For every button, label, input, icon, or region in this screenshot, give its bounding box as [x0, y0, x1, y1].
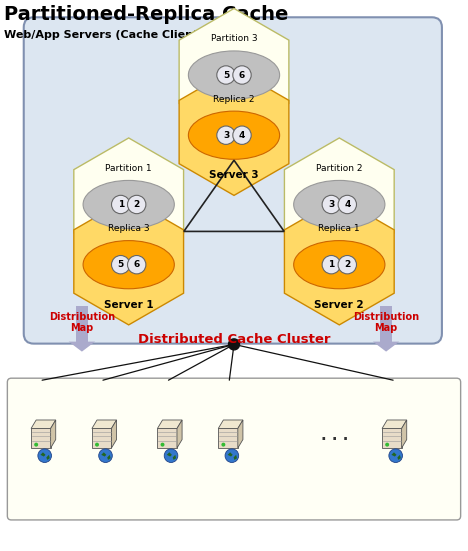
Polygon shape [40, 452, 45, 457]
Polygon shape [179, 8, 289, 135]
Text: Replica 3: Replica 3 [108, 224, 149, 233]
Text: Distribution
Map: Distribution Map [49, 312, 115, 333]
Polygon shape [157, 420, 182, 429]
Polygon shape [218, 420, 243, 429]
Ellipse shape [83, 241, 174, 289]
Text: Replica 1: Replica 1 [319, 224, 360, 233]
Polygon shape [373, 342, 399, 352]
Text: 4: 4 [344, 200, 351, 209]
Circle shape [35, 444, 37, 446]
Circle shape [322, 256, 341, 274]
Polygon shape [218, 429, 238, 448]
Text: Partition 3: Partition 3 [211, 34, 257, 44]
Ellipse shape [294, 180, 385, 229]
Polygon shape [227, 452, 233, 457]
Text: Partitioned-Replica Cache: Partitioned-Replica Cache [4, 5, 288, 24]
Polygon shape [173, 455, 176, 460]
FancyBboxPatch shape [24, 17, 442, 344]
Circle shape [322, 195, 341, 214]
Polygon shape [107, 455, 110, 460]
Circle shape [228, 339, 240, 350]
Polygon shape [391, 452, 396, 457]
Circle shape [338, 256, 357, 274]
Circle shape [225, 449, 239, 462]
Ellipse shape [189, 51, 279, 99]
Text: 5: 5 [117, 260, 124, 269]
Polygon shape [92, 420, 117, 429]
Polygon shape [397, 455, 401, 460]
Polygon shape [382, 429, 402, 448]
Polygon shape [74, 138, 183, 264]
Text: 3: 3 [223, 131, 229, 140]
FancyBboxPatch shape [7, 378, 461, 520]
Circle shape [127, 195, 146, 214]
Text: Server 1: Server 1 [104, 300, 154, 310]
Circle shape [233, 66, 251, 84]
Text: 1: 1 [328, 260, 335, 269]
Polygon shape [51, 420, 56, 448]
Polygon shape [92, 429, 111, 448]
Text: 6: 6 [133, 260, 140, 269]
Ellipse shape [189, 111, 279, 159]
Circle shape [164, 449, 178, 462]
Circle shape [111, 195, 130, 214]
Text: 2: 2 [133, 200, 140, 209]
Circle shape [96, 444, 98, 446]
Text: 2: 2 [344, 260, 351, 269]
Ellipse shape [294, 241, 385, 289]
Polygon shape [31, 429, 51, 448]
Polygon shape [74, 198, 183, 325]
Text: . . .: . . . [321, 428, 348, 443]
Polygon shape [179, 69, 289, 196]
Text: 4: 4 [239, 131, 245, 140]
Polygon shape [402, 420, 407, 448]
FancyBboxPatch shape [380, 306, 392, 342]
Polygon shape [69, 342, 95, 352]
Text: 6: 6 [239, 71, 245, 79]
Text: Distributed Cache Cluster: Distributed Cache Cluster [138, 333, 330, 347]
Circle shape [389, 449, 402, 462]
Polygon shape [234, 455, 237, 460]
Circle shape [217, 126, 235, 144]
Ellipse shape [83, 180, 174, 229]
Polygon shape [177, 420, 182, 448]
Circle shape [38, 449, 51, 462]
Text: Server 2: Server 2 [314, 300, 364, 310]
Text: Partition 1: Partition 1 [105, 164, 152, 173]
Text: Server 3: Server 3 [209, 170, 259, 180]
Circle shape [386, 444, 388, 446]
Polygon shape [111, 420, 117, 448]
Circle shape [111, 256, 130, 274]
Polygon shape [238, 420, 243, 448]
Text: Replica 2: Replica 2 [213, 95, 255, 104]
Polygon shape [101, 452, 106, 457]
Circle shape [217, 66, 235, 84]
Circle shape [127, 256, 146, 274]
Circle shape [99, 449, 112, 462]
Circle shape [338, 195, 357, 214]
Polygon shape [382, 420, 407, 429]
Text: 5: 5 [223, 71, 229, 79]
Circle shape [222, 444, 225, 446]
Circle shape [161, 444, 164, 446]
Polygon shape [285, 138, 394, 264]
Text: Web/App Servers (Cache Clients): Web/App Servers (Cache Clients) [4, 30, 210, 40]
Polygon shape [285, 198, 394, 325]
Text: 1: 1 [117, 200, 124, 209]
Circle shape [233, 126, 251, 144]
Text: 3: 3 [328, 200, 335, 209]
Polygon shape [157, 429, 177, 448]
Text: Distribution
Map: Distribution Map [353, 312, 419, 333]
FancyBboxPatch shape [76, 306, 88, 342]
Polygon shape [31, 420, 56, 429]
Polygon shape [167, 452, 172, 457]
Text: Partition 2: Partition 2 [316, 164, 363, 173]
Polygon shape [46, 455, 50, 460]
